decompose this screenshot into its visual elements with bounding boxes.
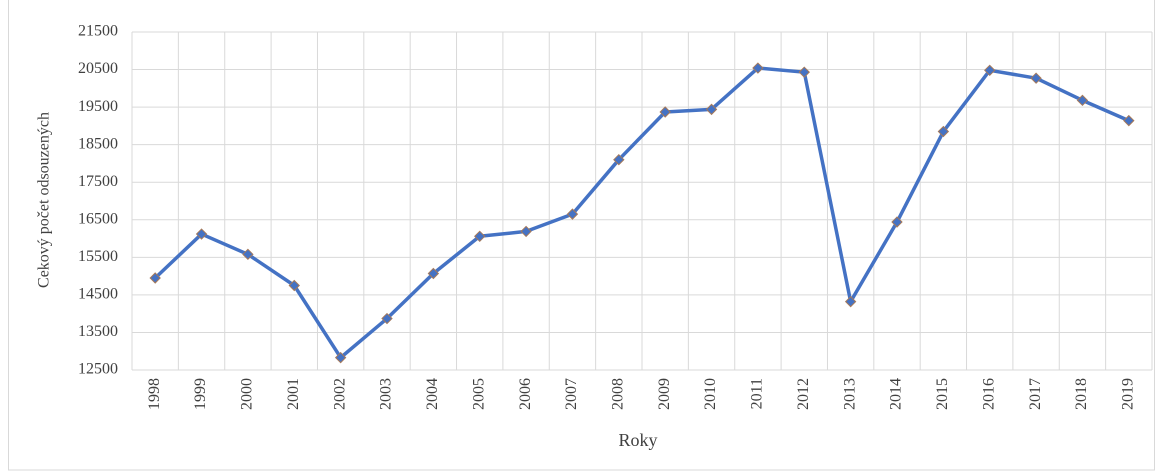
x-tick-label: 2001: [285, 378, 302, 410]
y-tick-label: 18500: [78, 135, 118, 152]
marker: [1123, 114, 1135, 127]
marker: [520, 225, 532, 238]
marker: [288, 279, 300, 292]
x-tick-label: 2009: [656, 378, 673, 410]
y-tick-label: 12500: [78, 361, 118, 378]
x-tick-label: 1999: [192, 378, 209, 410]
marker: [1030, 72, 1042, 84]
marker: [195, 228, 208, 240]
marker: [242, 248, 254, 261]
marker: [474, 230, 486, 243]
marker: [381, 312, 393, 325]
x-tick-label: 2000: [239, 378, 256, 410]
marker: [427, 267, 440, 280]
marker: [937, 125, 950, 138]
x-tick-label: 2006: [517, 378, 534, 410]
marker: [891, 216, 903, 228]
x-tick-label: 2003: [378, 378, 395, 410]
x-tick-label: 2017: [1027, 378, 1044, 410]
x-tick-label: 2019: [1119, 378, 1136, 410]
marker: [984, 64, 996, 77]
marker: [705, 103, 718, 116]
x-tick-label: 2004: [424, 378, 441, 410]
x-tick-label: 2002: [331, 378, 348, 410]
x-tick-label: 2014: [888, 378, 905, 410]
marker: [798, 66, 810, 78]
x-tick-label: 2013: [841, 378, 858, 410]
y-tick-label: 19500: [78, 98, 118, 115]
y-tick-label: 20500: [78, 60, 118, 77]
x-tick-label: 2015: [934, 378, 951, 410]
x-tick-label: 2007: [563, 378, 580, 410]
y-tick-label: 13500: [78, 323, 118, 340]
x-tick-label: 2008: [609, 378, 626, 410]
x-tick-label: 2018: [1073, 378, 1090, 410]
marker: [149, 272, 161, 284]
x-tick-label: 2016: [980, 378, 997, 410]
y-tick-label: 14500: [78, 286, 118, 303]
x-axis-label: Roky: [618, 430, 657, 450]
marker: [752, 62, 764, 74]
x-tick-label: 2010: [702, 378, 719, 410]
x-tick-label: 2011: [749, 378, 766, 409]
marker: [613, 153, 625, 166]
marker: [566, 208, 579, 220]
y-axis-label: Cekový počet odsouzených: [36, 112, 53, 288]
marker: [844, 295, 857, 308]
x-tick-label: 1998: [146, 378, 163, 410]
x-tick-label: 2005: [470, 378, 487, 410]
line: [153, 66, 1130, 360]
y-tick-label: 16500: [78, 210, 118, 227]
y-tick-label: 17500: [78, 173, 118, 190]
marker: [659, 106, 671, 118]
y-tick-label: 21500: [78, 23, 118, 40]
x-tick-label: 2012: [795, 378, 812, 410]
marker: [334, 351, 347, 364]
marker: [1076, 94, 1089, 107]
y-tick-label: 15500: [78, 248, 118, 265]
